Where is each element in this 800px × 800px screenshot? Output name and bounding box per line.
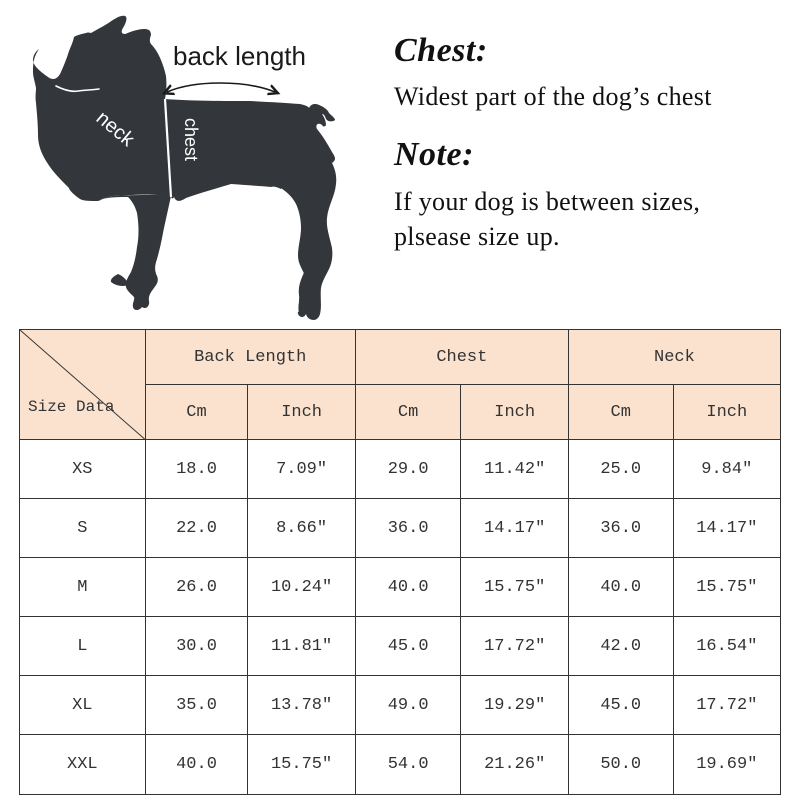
svg-text:back length: back length (173, 41, 306, 71)
svg-text:chest: chest (181, 118, 201, 161)
